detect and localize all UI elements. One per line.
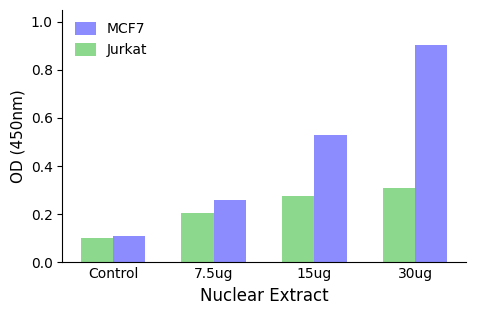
Y-axis label: OD (450nm): OD (450nm) [10,89,25,183]
X-axis label: Nuclear Extract: Nuclear Extract [200,287,328,305]
Bar [314,135,347,262]
Bar [282,196,314,262]
Bar [383,188,415,262]
Bar [181,213,214,262]
Bar [113,236,145,262]
Bar [415,44,447,262]
Bar [81,238,113,262]
Bar [214,200,246,262]
Legend: MCF7, Jurkat: MCF7, Jurkat [69,17,153,63]
